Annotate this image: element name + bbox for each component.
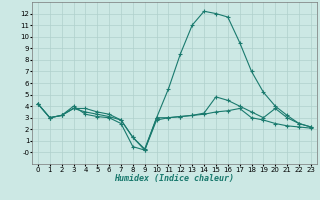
X-axis label: Humidex (Indice chaleur): Humidex (Indice chaleur) xyxy=(115,174,234,183)
